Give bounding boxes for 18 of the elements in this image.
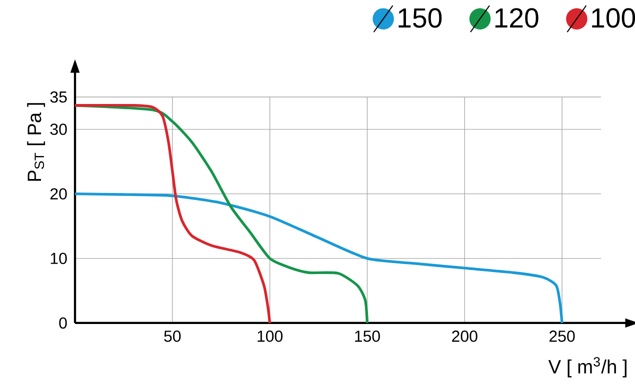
y-axis-title: P$_{ST}$ [ Pa ] bbox=[27, 103, 46, 181]
y-tick-label: 30 bbox=[50, 124, 67, 135]
line-series bbox=[74, 192, 564, 324]
y-tick-label: 20 bbox=[50, 188, 67, 200]
x-tick-label: 50 bbox=[164, 330, 181, 342]
y-tick-label: 35 bbox=[50, 91, 67, 103]
x-axis-title: V [ m$^{3}$/h ] bbox=[548, 357, 626, 378]
y-tick-label: 0 bbox=[59, 317, 67, 329]
legend-label: 100 bbox=[592, 8, 635, 28]
x-tick-label: 250 bbox=[549, 330, 575, 342]
x-tick-label: 150 bbox=[355, 330, 380, 342]
x-tick-label: 200 bbox=[452, 330, 478, 342]
y-tick-label: 10 bbox=[50, 252, 67, 264]
legend-label: 150 bbox=[398, 8, 442, 28]
x-tick-label: 100 bbox=[258, 330, 283, 342]
legend-label: 120 bbox=[495, 8, 538, 28]
line-series bbox=[74, 104, 272, 324]
line-series bbox=[74, 104, 369, 324]
